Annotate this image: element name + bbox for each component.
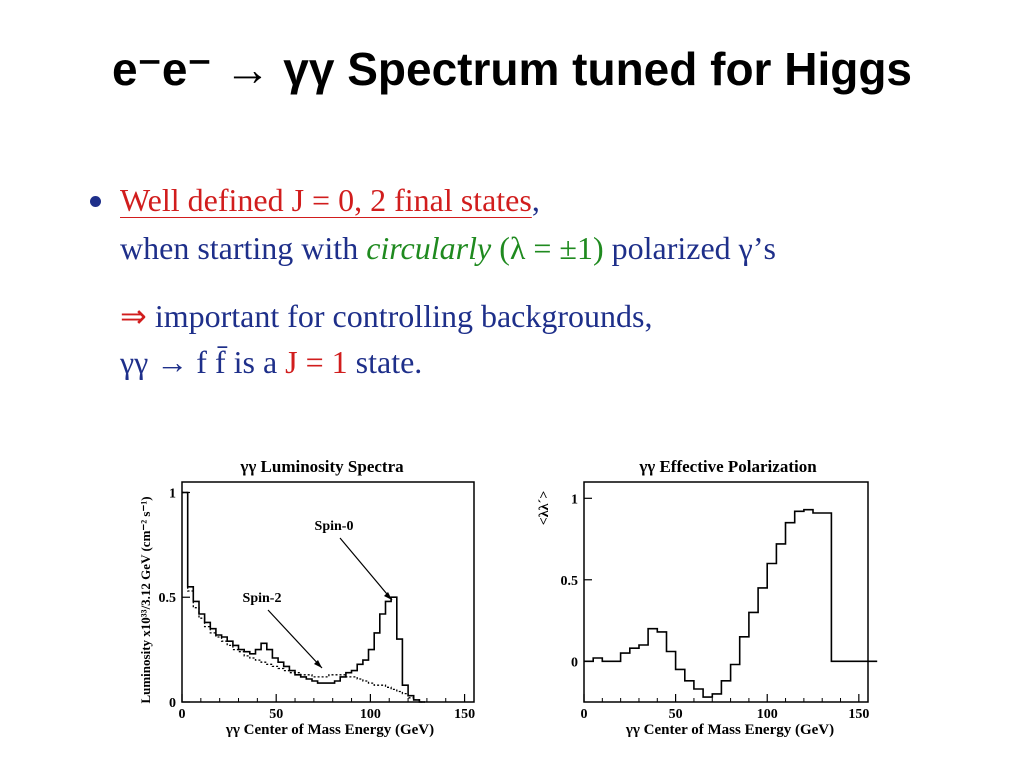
chart1-frame bbox=[181, 481, 475, 703]
chart1-xtick-label: 150 bbox=[454, 707, 475, 722]
chart1-series bbox=[182, 491, 425, 703]
line4-text-b: state. bbox=[347, 344, 423, 380]
implies-arrow: ⇒ bbox=[120, 298, 147, 334]
arrow-spin2 bbox=[267, 609, 323, 669]
chart1-ticks: 0 50 100 150 0 0.5 1 bbox=[159, 486, 476, 722]
line1-comma: , bbox=[531, 182, 540, 218]
chart1-xtick-label: 0 bbox=[179, 707, 186, 722]
slide-title: e⁻e⁻ → γγ Spectrum tuned for Higgs bbox=[111, 43, 913, 95]
bullet-line-3: ⇒ important for controlling backgrounds, bbox=[120, 294, 652, 338]
line2-green-italic: circularly bbox=[366, 230, 492, 266]
annotation-spin0: Spin-0 bbox=[315, 519, 354, 534]
line3-text: important for controlling backgrounds, bbox=[146, 298, 653, 334]
line2-green: (λ = ±1) bbox=[491, 230, 604, 266]
arrow-spin2-head bbox=[314, 660, 322, 668]
bullet-dot bbox=[90, 196, 101, 207]
arrow-spin0 bbox=[339, 537, 393, 601]
chart1-ytick-label: 0.5 bbox=[159, 591, 177, 606]
bullet-line-1: Well defined J = 0, 2 final states, bbox=[120, 178, 540, 222]
line1-red-text: Well defined J = 0, 2 final states bbox=[120, 182, 532, 218]
line4-text-a: γγ → f f̄ is a bbox=[120, 344, 286, 380]
chart1-ytick-label: 1 bbox=[169, 486, 176, 501]
annotation-spin2: Spin-2 bbox=[243, 591, 282, 606]
chart1-xtick-label: 100 bbox=[360, 707, 381, 722]
chart1-xtick-label: 50 bbox=[269, 707, 283, 722]
line2-text-a: when starting with bbox=[120, 230, 367, 266]
line2-text-b: polarized γ’s bbox=[603, 230, 776, 266]
line4-red: J = 1 bbox=[285, 344, 348, 380]
chart1-ylabel: Luminosity x10³³/3.12 GeV (cm⁻² s⁻¹) bbox=[138, 496, 153, 703]
chart1-xlabel: γγ Center of Mass Energy (GeV) bbox=[225, 722, 434, 738]
arrow-spin0-head bbox=[384, 592, 392, 600]
bullet-line-4: γγ → f f̄ is a J = 1 state. bbox=[120, 340, 422, 384]
chart1-title: γγ Luminosity Spectra bbox=[239, 457, 404, 476]
chart1-ytick-label: 0 bbox=[169, 696, 176, 711]
bullet-line-2: when starting with circularly (λ = ±1) p… bbox=[120, 226, 776, 270]
